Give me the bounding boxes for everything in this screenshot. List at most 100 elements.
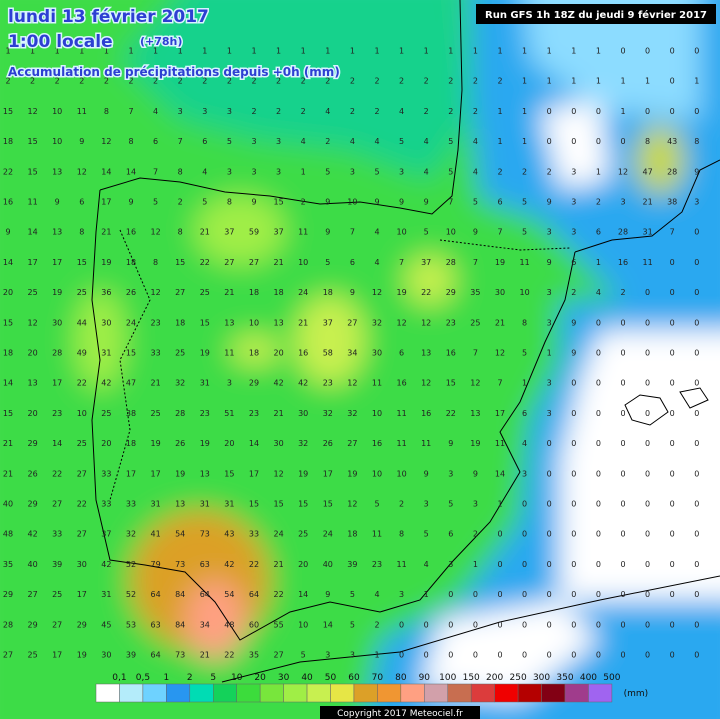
grid-value: 6 [596,228,601,237]
grid-value: 27 [28,590,38,599]
legend-swatch [470,683,495,703]
grid-value: 0 [571,107,576,116]
grid-value: 48 [3,530,13,539]
grid-value: 27 [224,258,234,267]
grid-value: 8 [645,137,650,146]
grid-value: 5 [153,198,158,207]
grid-value: 2 [153,77,158,86]
grid-value: 1 [497,107,502,116]
grid-value: 25 [28,288,38,297]
grid-value: 2 [374,620,379,629]
grid-value: 8 [399,530,404,539]
grid-value: 0 [424,651,429,660]
grid-value: 19 [175,469,185,478]
grid-value: 10 [52,107,62,116]
grid-value: 3 [325,651,330,660]
grid-value: 31 [200,379,210,388]
grid-value: 22 [3,167,13,176]
grid-value: 1 [497,137,502,146]
legend-swatch [400,683,425,703]
grid-value: 0 [670,530,675,539]
grid-value: 6 [522,409,527,418]
legend-swatch [283,683,308,703]
grid-value: 0 [645,439,650,448]
grid-value: 24 [274,530,284,539]
grid-value: 25 [151,409,161,418]
legend-swatch [166,683,191,703]
legend-label: 2 [187,673,193,683]
grid-value: 2 [399,500,404,509]
grid-value: 0 [670,409,675,418]
grid-value: 15 [126,349,136,358]
grid-value: 10 [77,409,87,418]
grid-value: 37 [101,530,111,539]
grid-value: 7 [670,228,675,237]
grid-value: 0 [620,620,625,629]
grid-value: 40 [3,500,13,509]
grid-value: 0 [645,651,650,660]
grid-value: 54 [175,530,185,539]
grid-value: 79 [151,560,161,569]
grid-value: 4 [301,137,306,146]
grid-value: 16 [372,439,382,448]
grid-value: 0 [547,500,552,509]
grid-value: 25 [200,288,210,297]
grid-value: 0 [596,500,601,509]
grid-value: 29 [28,439,38,448]
grid-value: 73 [175,651,185,660]
grid-value: 27 [3,651,13,660]
grid-value: 29 [446,288,456,297]
grid-value: 25 [28,651,38,660]
grid-value: 0 [645,500,650,509]
grid-value: 13 [200,469,210,478]
grid-value: 2 [571,288,576,297]
grid-value: 22 [249,560,259,569]
grid-value: 15 [28,137,38,146]
grid-value: 30 [101,651,111,660]
grid-value: 12 [28,107,38,116]
grid-value: 7 [497,228,502,237]
grid-value: 40 [28,560,38,569]
grid-value: 15 [274,198,284,207]
grid-value: 39 [52,560,62,569]
grid-value: 3 [227,167,232,176]
grid-value: 0 [670,349,675,358]
legend-swatch [424,683,448,703]
grid-value: 3 [424,500,429,509]
grid-value: 2 [522,167,527,176]
grid-value: 12 [470,379,480,388]
grid-value: 0 [620,469,625,478]
grid-value: 11 [421,439,431,448]
grid-value: 12 [372,288,382,297]
grid-value: 9 [79,137,84,146]
grid-value: 0 [670,47,675,56]
grid-value: 4 [399,107,404,116]
grid-value: 0 [670,107,675,116]
grid-value: 5 [522,228,527,237]
grid-value: 14 [101,167,111,176]
grid-value: 0 [620,47,625,56]
grid-value: 5 [374,500,379,509]
legend-unit: (mm) [624,689,649,699]
grid-value: 31 [200,500,210,509]
grid-value: 0 [399,651,404,660]
grid-value: 1 [301,47,306,56]
grid-value: 10 [446,228,456,237]
borders [109,229,571,501]
grid-value: 0 [645,349,650,358]
grid-value: 1 [473,47,478,56]
grid-value: 33 [249,530,259,539]
grid-value: 42 [298,379,308,388]
grid-value: 1 [571,47,576,56]
grid-value: 16 [421,409,431,418]
grid-value: 1 [547,47,552,56]
grid-value: 3 [350,167,355,176]
grid-value: 32 [126,530,136,539]
grid-value: 8 [178,228,183,237]
grid-value: 29 [28,500,38,509]
grid-value: 2 [350,107,355,116]
grid-value: 5 [374,167,379,176]
grid-value: 2 [251,77,256,86]
grid-value: 3 [473,500,478,509]
grid-value: 58 [323,349,333,358]
